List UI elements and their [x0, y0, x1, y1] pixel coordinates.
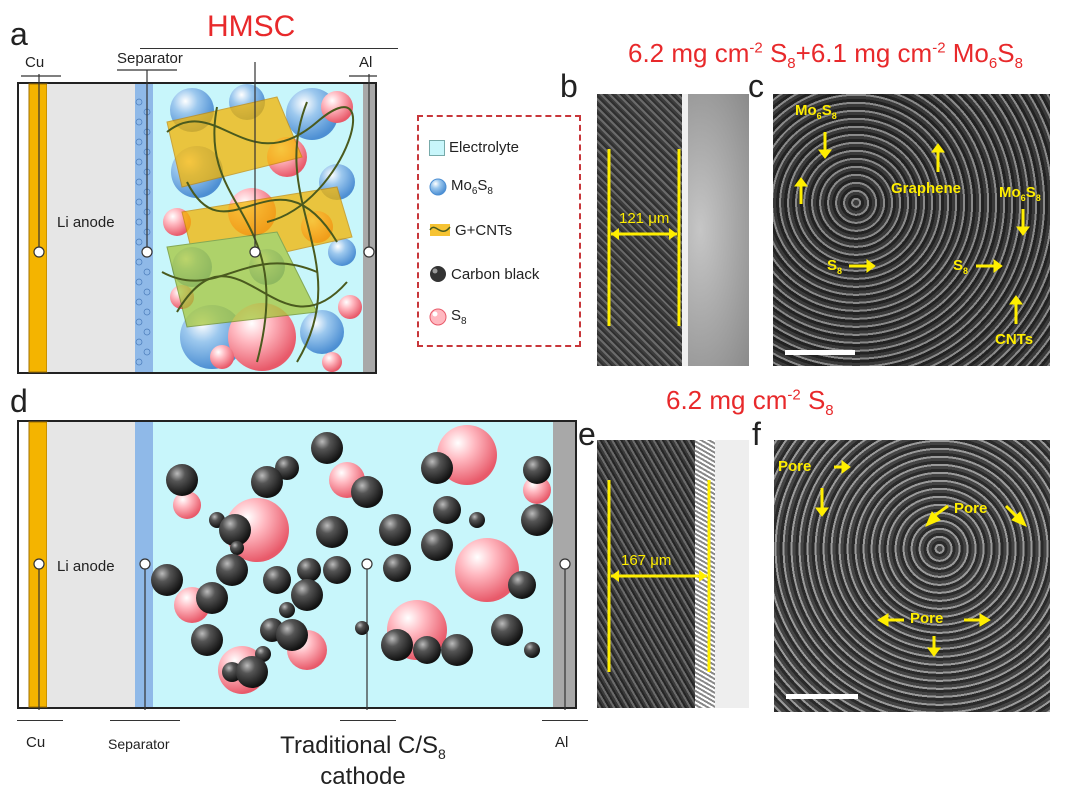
hmsc-schematic: Cu Separator Al Li anode	[17, 50, 377, 374]
sem-image-b: 121 μm	[597, 94, 749, 366]
legend-electrolyte: Electrolyte	[429, 139, 519, 156]
al-label-bottom: Al	[555, 734, 569, 751]
panel-label-d: d	[10, 383, 28, 419]
separator-label-top: Separator	[117, 50, 183, 67]
thickness-label-e: 167 μm	[621, 552, 672, 569]
panel-label-c: c	[748, 68, 764, 104]
panel-label-f: f	[752, 416, 761, 452]
label-graphene: Graphene	[891, 180, 962, 197]
pink-sphere-icon	[429, 308, 447, 326]
thickness-label-b: 121 μm	[619, 210, 670, 227]
black-sphere-icon	[430, 266, 446, 282]
panel-label-e: e	[578, 416, 596, 452]
cu-label-top: Cu	[25, 54, 45, 71]
traditional-schematic: Li anode	[17, 420, 597, 710]
label-pore-3: Pore	[910, 610, 944, 627]
label-pore-2: Pore	[954, 500, 988, 517]
label-mo6s8-c1: Mo6S8	[795, 102, 837, 121]
label-pore-1: Pore	[778, 458, 812, 475]
separator-tick-bottom	[110, 720, 180, 721]
legend-s8: S8	[429, 307, 467, 327]
panel-label-b: b	[560, 68, 578, 104]
electrolyte-swatch	[429, 139, 445, 156]
header-traditional-loading: 6.2 mg cm-2 S8	[666, 385, 834, 420]
legend: Electrolyte Mo6S8 G+CNTs Carbon black S8	[417, 115, 581, 347]
legend-mo6s8: Mo6S8	[429, 177, 493, 197]
label-s8-c2: S8	[953, 257, 969, 276]
legend-carbon-black: Carbon black	[429, 265, 539, 283]
sem-image-e: 167 μm	[597, 440, 749, 708]
li-anode-label-d: Li anode	[57, 558, 115, 575]
li-anode-label-a: Li anode	[57, 214, 115, 231]
hmsc-title: HMSC	[207, 10, 296, 43]
legend-gcnts: G+CNTs	[429, 221, 512, 239]
hmsc-bracket	[140, 48, 398, 49]
al-label-top: Al	[359, 54, 373, 71]
sem-image-c: Mo6S8 Graphene Mo6S8 S8 S8 CNTs	[773, 94, 1050, 366]
sem-image-f: Pore Pore Pore	[774, 440, 1050, 712]
label-mo6s8-c2: Mo6S8	[999, 184, 1041, 203]
separator-label-bottom: Separator	[108, 736, 170, 752]
label-s8-c1: S8	[827, 257, 843, 276]
header-hmsc-loading: 6.2 mg cm-2 S8+6.1 mg cm-2 Mo6S8	[628, 38, 1023, 73]
cu-tick-bottom	[17, 720, 63, 721]
al-tick-bottom	[542, 720, 588, 721]
label-cnts: CNTs	[995, 331, 1034, 348]
panel-label-a: a	[10, 16, 28, 52]
cu-label-bottom: Cu	[26, 734, 46, 751]
graphene-sheet-icon	[429, 224, 451, 236]
blue-sphere-icon	[429, 178, 447, 196]
cathode-tick-bottom	[340, 720, 396, 721]
traditional-caption: Traditional C/S8 cathode	[280, 732, 446, 790]
